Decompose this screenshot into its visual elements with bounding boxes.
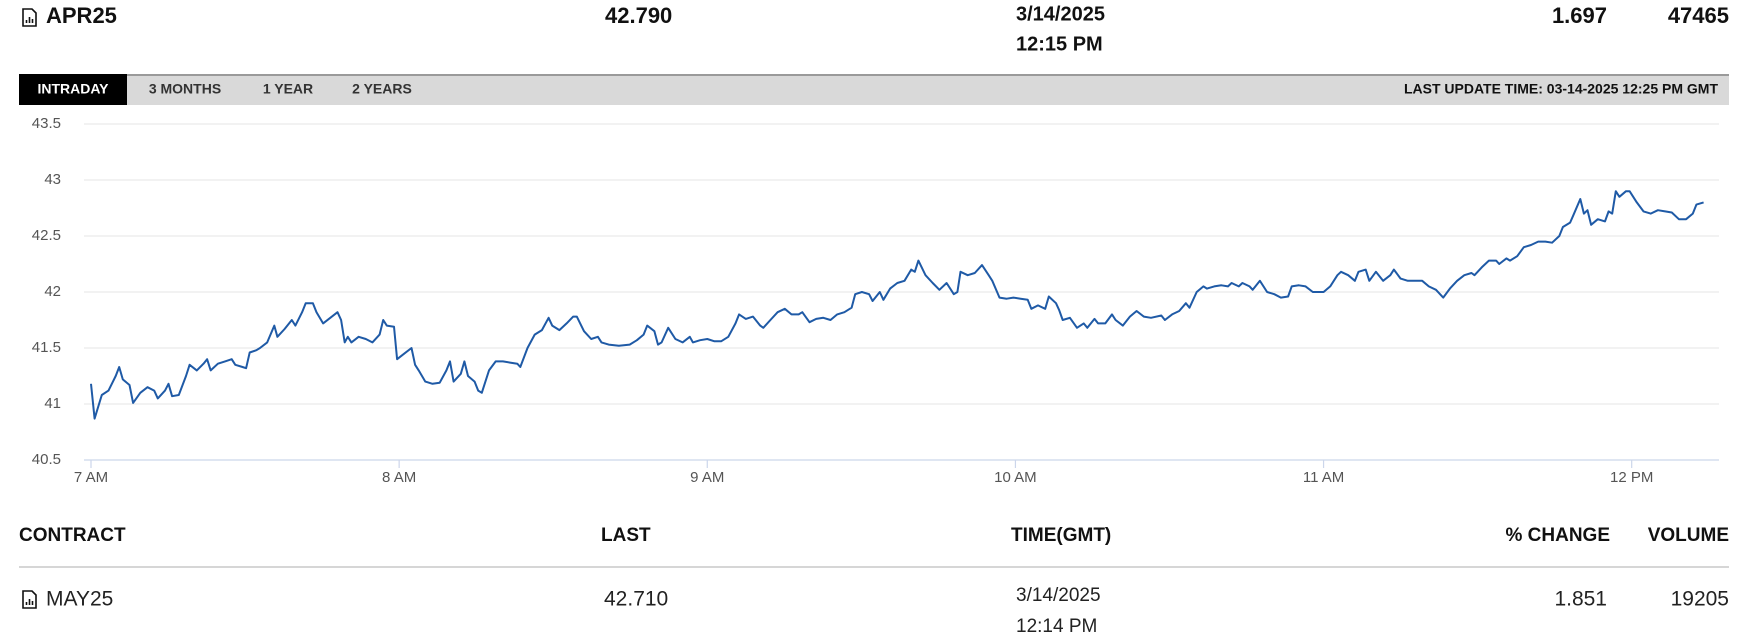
x-tick-label: 10 AM — [994, 469, 1037, 486]
tab-active[interactable] — [19, 74, 127, 105]
volume: 47465 — [1668, 3, 1729, 28]
tab[interactable]: 1 YEAR — [263, 81, 313, 97]
x-tick-label: 8 AM — [382, 469, 416, 486]
x-tick-label: 11 AM — [1303, 469, 1344, 486]
row-time-date: 3/14/2025 — [1016, 585, 1101, 606]
table-header: TIME(GMT) — [1011, 525, 1111, 546]
price-line — [90, 190, 1704, 420]
y-tick-label: 40.5 — [32, 451, 61, 468]
chart-icon — [22, 590, 37, 609]
table-header: LAST — [601, 525, 651, 546]
row-change: 1.851 — [1554, 588, 1607, 611]
contract[interactable]: APR25 — [46, 3, 117, 28]
x-tick-label: 7 AM — [74, 469, 108, 486]
row-contract[interactable]: MAY25 — [46, 588, 113, 611]
chart: 40.5 41 41.5 42 42.5 43 43.5 7 AM 8 AM 9 AM 10 AM 1… — [32, 115, 1719, 486]
tab[interactable]: INTRADAY — [37, 81, 109, 97]
y-tick-label: 42.5 — [32, 227, 61, 244]
last-update: LAST UPDATE TIME: 03-14-2025 12:25 PM GM… — [1404, 81, 1718, 97]
table-header: % CHANGE — [1505, 525, 1610, 546]
x-tick-label: 9 AM — [690, 469, 724, 486]
last: 42.790 — [605, 3, 672, 28]
change: 1.697 — [1552, 3, 1607, 28]
tab-bar — [19, 74, 1729, 105]
y-tick-label: 41 — [44, 395, 61, 412]
tab[interactable]: 3 MONTHS — [149, 81, 221, 97]
row-time-clock: 12:14 PM — [1016, 616, 1097, 637]
y-tick-label: 43 — [44, 171, 61, 188]
row-volume: 19205 — [1671, 588, 1729, 611]
tab[interactable]: 2 YEARS — [352, 81, 412, 97]
chart-icon — [22, 8, 37, 27]
table-header: VOLUME — [1648, 525, 1729, 546]
table-header: CONTRACT — [19, 525, 126, 546]
time-date: 3/14/2025 — [1016, 3, 1105, 25]
x-tick-label: 12 PM — [1610, 469, 1653, 486]
y-tick-label: 43.5 — [32, 115, 61, 132]
y-tick-label: 41.5 — [32, 339, 61, 356]
row-last: 42.710 — [604, 588, 668, 611]
tab-bar-border — [19, 74, 1729, 76]
time-clock: 12:15 PM — [1016, 33, 1103, 55]
y-tick-label: 42 — [44, 283, 61, 300]
